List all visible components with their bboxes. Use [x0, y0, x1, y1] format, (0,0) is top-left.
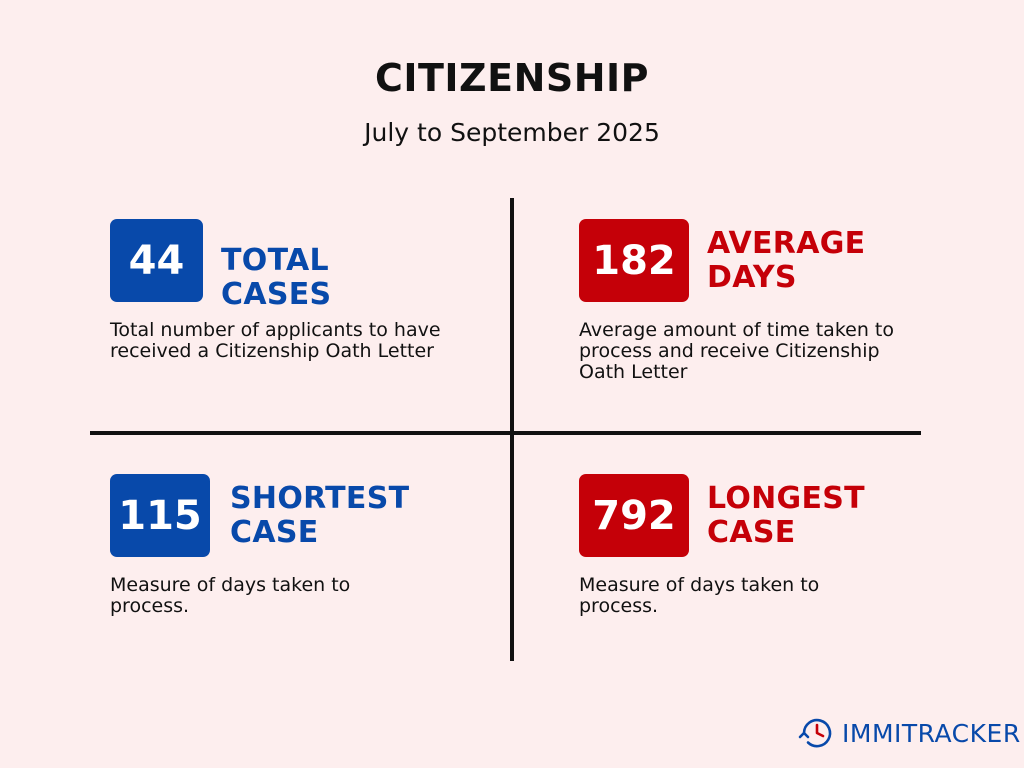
- total-cases-description: Total number of applicants to have recei…: [110, 319, 441, 362]
- total-cases-heading: TOTAL CASES: [221, 244, 331, 312]
- longest-case-heading-line-1: LONGEST: [707, 481, 865, 516]
- shortest-case-description: Measure of days taken to process.: [110, 574, 351, 617]
- shortest-case-heading-line-1: SHORTEST: [230, 481, 410, 516]
- total-cases-heading-line: TOTAL CASES: [221, 243, 332, 312]
- logo-text: IMMITRACKER: [842, 718, 1021, 748]
- longest-case-value-badge: 792: [579, 474, 689, 557]
- shortest-case-heading: SHORTEST CASE: [230, 482, 409, 550]
- page-subtitle: July to September 2025: [364, 118, 660, 147]
- page-title: CITIZENSHIP: [374, 56, 650, 100]
- horizontal-divider: [90, 431, 921, 435]
- vertical-divider: [510, 198, 514, 661]
- average-days-description: Average amount of time taken to process …: [579, 319, 894, 383]
- average-days-value-badge: 182: [579, 219, 689, 302]
- immitracker-logo: IMMITRACKER: [798, 714, 1021, 752]
- longest-case-heading-line-2: CASE: [707, 515, 796, 550]
- longest-case-description: Measure of days taken to process.: [579, 574, 820, 617]
- total-cases-value-badge: 44: [110, 219, 203, 302]
- average-days-heading-line-1: AVERAGE: [707, 226, 866, 261]
- clock-refresh-icon: [798, 718, 832, 748]
- shortest-case-heading-line-2: CASE: [230, 515, 319, 550]
- average-days-heading: AVERAGE DAYS: [707, 227, 865, 295]
- shortest-case-value-badge: 115: [110, 474, 210, 557]
- average-days-heading-line-2: DAYS: [707, 260, 797, 295]
- longest-case-heading: LONGEST CASE: [707, 482, 865, 550]
